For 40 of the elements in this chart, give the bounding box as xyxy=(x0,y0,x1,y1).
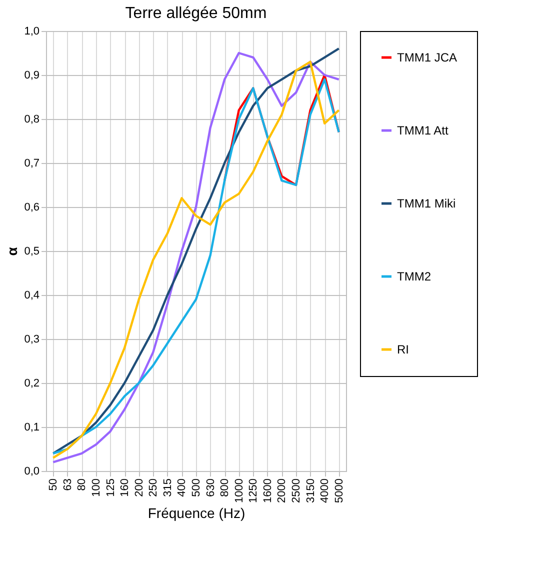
legend-label: TMM1 Att xyxy=(397,124,450,138)
x-tick-label: 50 xyxy=(48,478,60,491)
y-axis-title: α xyxy=(4,246,20,256)
y-tick-label: 0,6 xyxy=(24,202,40,214)
x-tick-label: 2500 xyxy=(290,478,302,503)
y-tick-label: 0,1 xyxy=(24,422,40,434)
legend-label: TMM1 JCA xyxy=(397,50,457,64)
x-tick-label: 2000 xyxy=(276,478,288,503)
x-tick-label: 250 xyxy=(148,478,160,497)
x-tick-label: 63 xyxy=(62,478,74,491)
x-tick-label: 1000 xyxy=(233,478,246,503)
y-tick-label: 0,2 xyxy=(24,378,40,390)
legend-label: RI xyxy=(397,342,409,356)
x-tick-label: 400 xyxy=(176,478,188,497)
y-tick-label: 0,9 xyxy=(24,70,40,82)
x-tick-label: 630 xyxy=(204,478,217,497)
chart-title: Terre allégée 50mm xyxy=(125,5,267,22)
x-tick-label: 800 xyxy=(219,478,232,497)
x-tick-label: 315 xyxy=(162,478,174,497)
y-tick-label: 1,0 xyxy=(24,26,40,38)
x-tick-label: 80 xyxy=(76,478,88,491)
y-tick-label: 0,5 xyxy=(24,246,40,258)
x-tick-label: 1600 xyxy=(262,478,274,503)
y-tick-label: 0,4 xyxy=(24,290,40,302)
x-tick-label: 160 xyxy=(119,478,132,497)
legend-label: TMM2 xyxy=(397,270,432,284)
y-tick-label: 0,3 xyxy=(24,334,40,346)
y-tick-label: 0,7 xyxy=(24,158,40,170)
x-tick-label: 200 xyxy=(133,478,146,497)
x-tick-label: 500 xyxy=(190,478,202,497)
x-tick-label: 100 xyxy=(90,478,102,497)
y-tick-label: 0,0 xyxy=(24,466,40,478)
x-tick-label: 4000 xyxy=(319,478,332,503)
x-tick-label: 5000 xyxy=(333,478,346,503)
x-tick-label: 125 xyxy=(104,478,117,497)
x-tick-label: 1250 xyxy=(248,478,260,503)
y-tick-label: 0,8 xyxy=(24,114,40,126)
legend-label: TMM1 Miki xyxy=(397,196,456,210)
x-axis-title: Fréquence (Hz) xyxy=(148,504,246,521)
x-tick-label: 3150 xyxy=(304,478,317,503)
